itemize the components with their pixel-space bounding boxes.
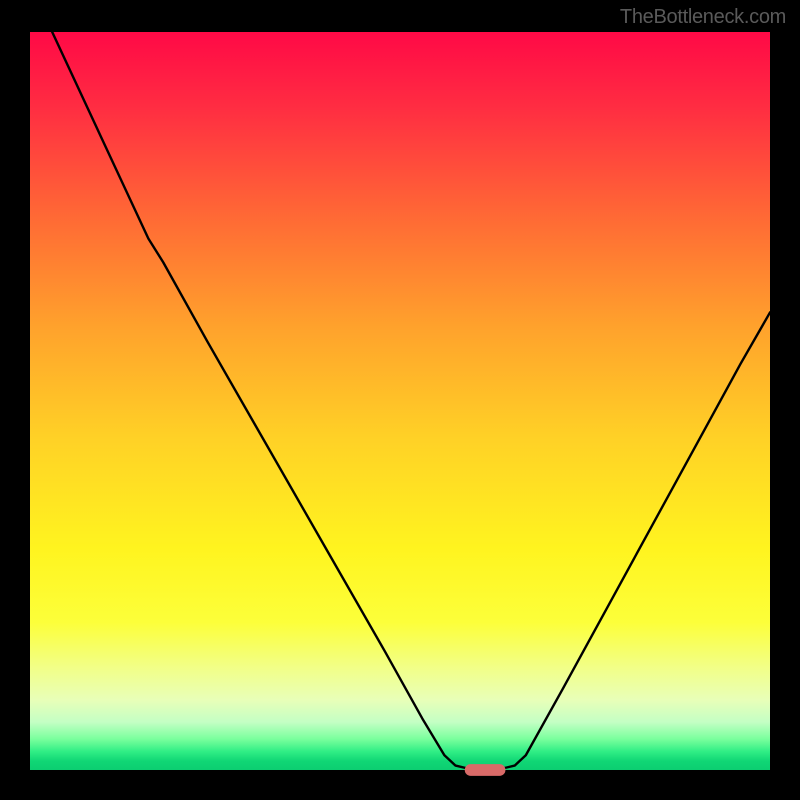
- watermark-text: TheBottleneck.com: [620, 6, 786, 29]
- bottleneck-chart: [0, 0, 800, 800]
- chart-gradient-background: [30, 32, 770, 770]
- optimal-marker: [465, 764, 506, 776]
